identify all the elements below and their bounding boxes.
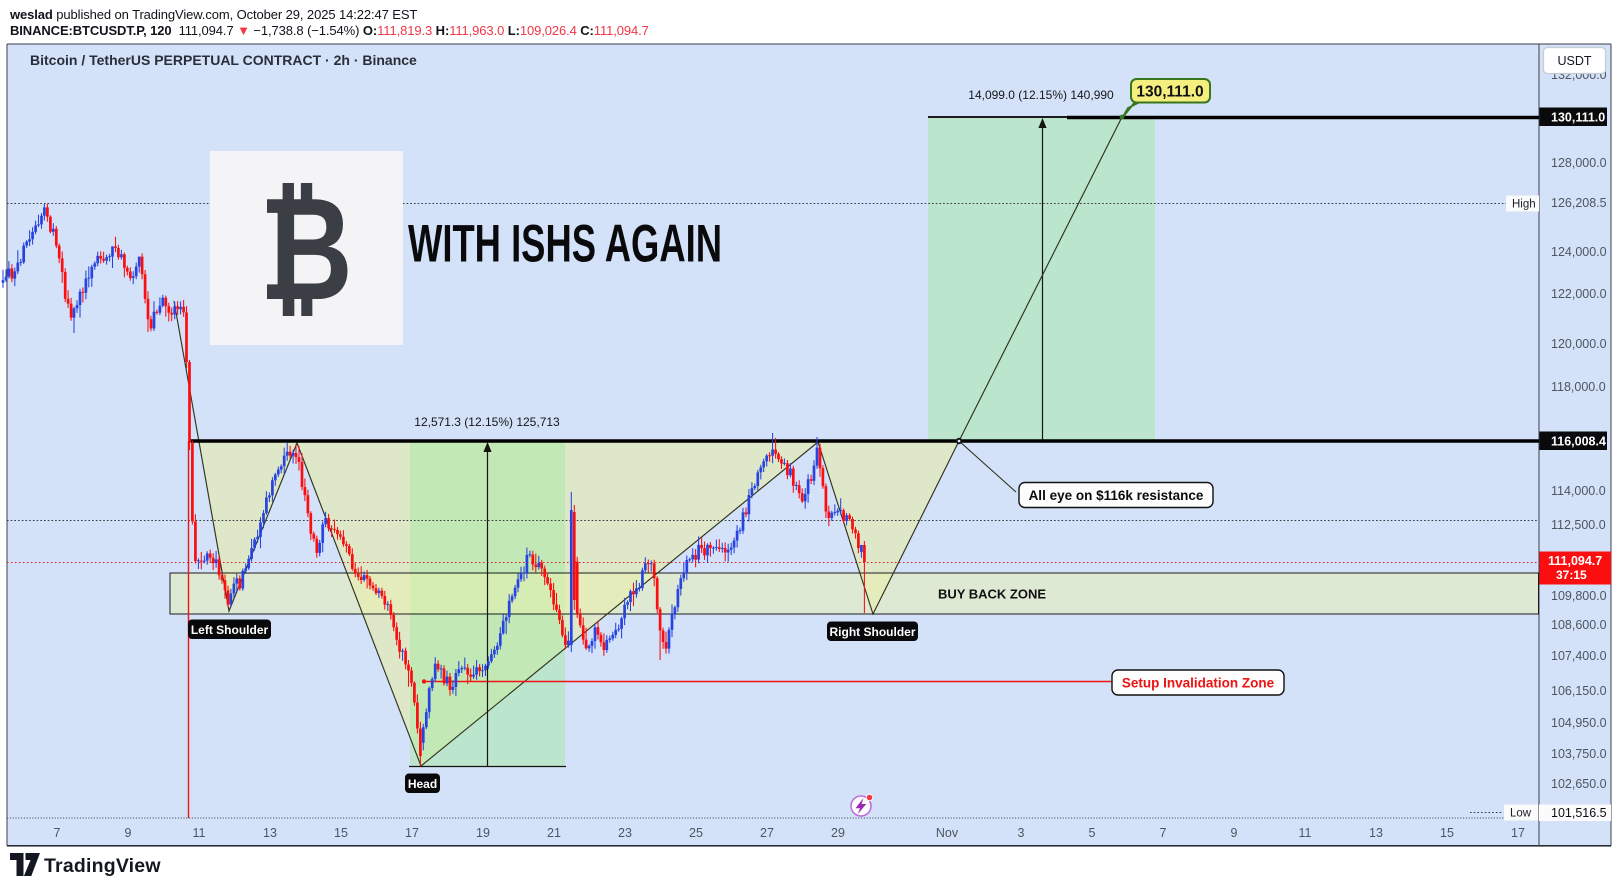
svg-text:Head: Head <box>408 777 437 791</box>
svg-text:126,208.5: 126,208.5 <box>1551 196 1607 210</box>
svg-text:All eye on $116k resistance: All eye on $116k resistance <box>1029 488 1204 503</box>
svg-text:13: 13 <box>1369 826 1383 840</box>
svg-text:23: 23 <box>618 826 632 840</box>
svg-text:118,000.0: 118,000.0 <box>1551 380 1606 394</box>
svg-text:Right Shoulder: Right Shoulder <box>830 625 916 639</box>
svg-text:37:15: 37:15 <box>1556 568 1587 582</box>
svg-text:13: 13 <box>263 826 277 840</box>
svg-text:9: 9 <box>125 826 132 840</box>
svg-text:107,400.0: 107,400.0 <box>1551 649 1607 663</box>
svg-text:111,094.7: 111,094.7 <box>1548 554 1602 568</box>
svg-text:High: High <box>1512 199 1536 211</box>
svg-text:130,111.0: 130,111.0 <box>1551 111 1605 125</box>
svg-text:112,500.0: 112,500.0 <box>1551 518 1606 532</box>
svg-text:12,571.3 (12.15%) 125,713: 12,571.3 (12.15%) 125,713 <box>414 415 560 429</box>
svg-text:5: 5 <box>1089 826 1096 840</box>
svg-text:109,800.0: 109,800.0 <box>1551 589 1607 603</box>
svg-text:108,600.0: 108,600.0 <box>1551 618 1607 632</box>
svg-text:Bitcoin / TetherUS PERPETUAL C: Bitcoin / TetherUS PERPETUAL CONTRACT · … <box>30 52 417 68</box>
svg-text:USDT: USDT <box>1557 54 1591 68</box>
svg-text:Left Shoulder: Left Shoulder <box>191 623 269 637</box>
svg-text:15: 15 <box>334 826 348 840</box>
svg-text:₿: ₿ <box>259 168 352 330</box>
svg-text:Low: Low <box>1510 808 1532 820</box>
svg-text:102,650.0: 102,650.0 <box>1551 777 1607 791</box>
svg-text:104,950.0: 104,950.0 <box>1551 716 1607 730</box>
svg-text:Nov: Nov <box>936 826 959 840</box>
svg-text:17: 17 <box>1511 826 1525 840</box>
svg-text:7: 7 <box>54 826 61 840</box>
svg-text:120,000.0: 120,000.0 <box>1551 337 1607 351</box>
svg-text:25: 25 <box>689 826 703 840</box>
svg-text:124,000.0: 124,000.0 <box>1551 245 1607 259</box>
svg-text:WITH ISHS AGAIN: WITH ISHS AGAIN <box>408 215 722 274</box>
svg-text:101,516.5: 101,516.5 <box>1551 806 1607 820</box>
svg-text:130,111.0: 130,111.0 <box>1136 84 1203 101</box>
svg-text:21: 21 <box>547 826 561 840</box>
svg-text:TradingView: TradingView <box>44 855 161 877</box>
svg-text:9: 9 <box>1231 826 1238 840</box>
svg-text:29: 29 <box>831 826 845 840</box>
svg-text:122,000.0: 122,000.0 <box>1551 287 1607 301</box>
svg-text:3: 3 <box>1018 826 1025 840</box>
svg-text:114,000.0: 114,000.0 <box>1551 484 1606 498</box>
svg-text:7: 7 <box>1160 826 1167 840</box>
svg-text:BUY BACK ZONE: BUY BACK ZONE <box>938 587 1046 602</box>
svg-text:103,750.0: 103,750.0 <box>1551 747 1607 761</box>
svg-text:17: 17 <box>405 826 419 840</box>
svg-text:11: 11 <box>193 826 206 840</box>
svg-text:14,099.0 (12.15%) 140,990: 14,099.0 (12.15%) 140,990 <box>968 88 1114 102</box>
svg-text:11: 11 <box>1299 826 1312 840</box>
svg-text:128,000.0: 128,000.0 <box>1551 156 1607 170</box>
svg-text:15: 15 <box>1440 826 1454 840</box>
svg-text:116,008.4: 116,008.4 <box>1551 435 1606 449</box>
svg-text:106,150.0: 106,150.0 <box>1551 684 1607 698</box>
svg-text:19: 19 <box>476 826 490 840</box>
svg-text:27: 27 <box>760 826 774 840</box>
svg-text:Setup Invalidation Zone: Setup Invalidation Zone <box>1122 676 1275 691</box>
